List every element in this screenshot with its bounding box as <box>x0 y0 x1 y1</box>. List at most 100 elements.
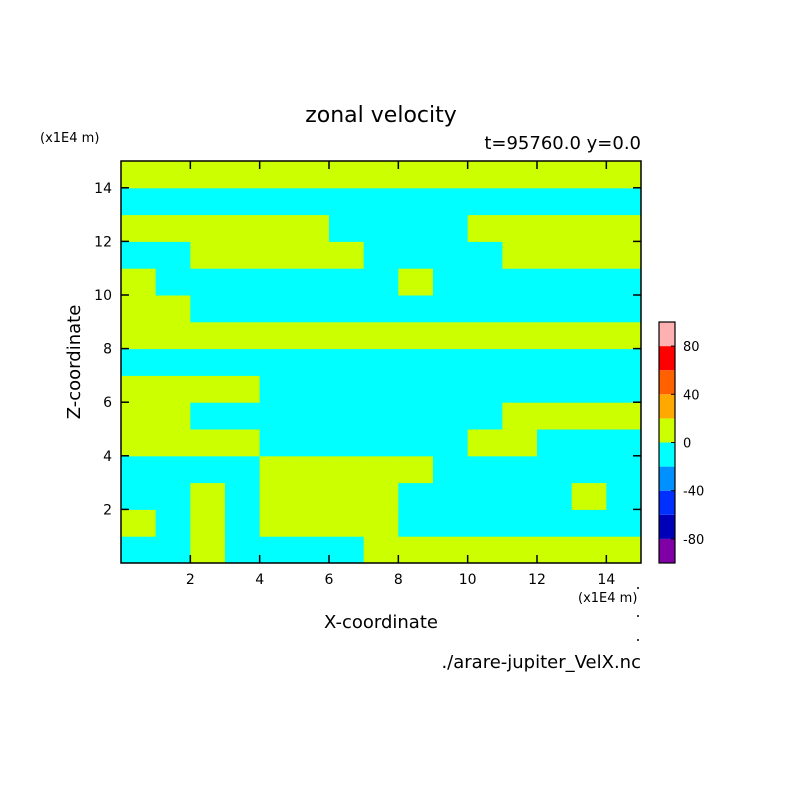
contour-cell <box>225 375 261 403</box>
contour-cell <box>502 509 538 537</box>
contour-cell <box>121 375 157 403</box>
contour-cell <box>155 375 191 403</box>
x-tick-label: 2 <box>186 572 195 588</box>
contour-cell <box>259 509 295 537</box>
contour-cell <box>502 455 538 484</box>
contour-cell <box>363 161 399 189</box>
contour-cell <box>537 402 573 430</box>
contour-cell <box>606 536 642 564</box>
contour-cell <box>537 321 573 350</box>
contour-cell <box>467 455 503 484</box>
contour-cell <box>467 375 503 403</box>
contour-cell <box>155 482 191 510</box>
contour-cell <box>259 429 295 457</box>
contour-cell <box>398 375 434 403</box>
contour-cell <box>155 241 191 269</box>
contour-cell <box>467 429 503 457</box>
colorbar-tick-label: -80 <box>683 533 704 548</box>
contour-cell <box>190 482 226 510</box>
contour-cell <box>467 268 503 296</box>
contour-cell <box>398 402 434 430</box>
contour-cell <box>155 455 191 484</box>
contour-cell <box>329 241 365 269</box>
contour-cell <box>502 295 538 323</box>
contour-cell <box>190 268 226 296</box>
contour-cell <box>155 536 191 564</box>
contour-cell <box>606 482 642 510</box>
contour-cell <box>467 295 503 323</box>
contour-cell <box>363 482 399 510</box>
contour-cell <box>225 348 261 376</box>
colorbar-tick-label: 40 <box>683 388 700 403</box>
colorbar-segment <box>659 394 675 419</box>
contour-cell <box>571 375 607 403</box>
contour-cell <box>329 187 365 216</box>
y-tick-label: 8 <box>103 342 112 358</box>
contour-cell <box>329 536 365 564</box>
chart-title: zonal velocity <box>305 103 457 128</box>
contour-cell <box>190 241 226 269</box>
colorbar-segment <box>659 322 675 347</box>
contour-cell <box>329 295 365 323</box>
contour-cell <box>121 187 157 216</box>
contour-cell <box>259 482 295 510</box>
contour-cell <box>155 295 191 323</box>
x-tick-label: 4 <box>255 572 264 588</box>
colorbar-segment <box>659 514 675 539</box>
y-axis-label: Z-coordinate <box>64 305 85 420</box>
contour-cell <box>502 536 538 564</box>
contour-cell <box>329 509 365 537</box>
contour-cell <box>433 402 469 430</box>
contour-cell <box>467 348 503 376</box>
contour-cell <box>329 214 365 242</box>
contour-cell <box>329 161 365 189</box>
contour-cell <box>433 241 469 269</box>
contour-cell <box>225 482 261 510</box>
contour-cell <box>467 482 503 510</box>
contour-cell <box>190 348 226 376</box>
colorbar-tick-label: 0 <box>683 437 691 452</box>
contour-cell <box>121 321 157 350</box>
contour-cell <box>537 295 573 323</box>
contour-cell <box>363 241 399 269</box>
contour-cell <box>363 375 399 403</box>
contour-cell <box>294 321 330 350</box>
contour-cell <box>433 455 469 484</box>
colorbar-segment <box>659 418 675 443</box>
contour-cell <box>121 295 157 323</box>
contour-cell <box>606 241 642 269</box>
contour-cell <box>190 295 226 323</box>
contour-cell <box>225 321 261 350</box>
colorbar-segment <box>659 538 675 563</box>
contour-cell <box>259 536 295 564</box>
contour-cell <box>398 268 434 296</box>
contour-cell <box>329 455 365 484</box>
colorbar: -80 -40 0 40 80 <box>658 321 704 564</box>
contour-cell <box>155 402 191 430</box>
y-tick-label: 12 <box>94 234 112 250</box>
contour-cell <box>537 482 573 510</box>
contour-cell <box>502 161 538 189</box>
contour-cell <box>606 402 642 430</box>
contour-cell <box>225 295 261 323</box>
plot-area <box>121 161 642 564</box>
contour-cell <box>398 321 434 350</box>
contour-cell <box>363 402 399 430</box>
contour-cell <box>398 187 434 216</box>
contour-cell <box>294 536 330 564</box>
contour-cell <box>571 429 607 457</box>
x-tick-label: 12 <box>528 572 546 588</box>
y-tick-label: 14 <box>94 181 112 197</box>
contour-cell <box>190 455 226 484</box>
contour-cell <box>225 214 261 242</box>
contour-cell <box>606 268 642 296</box>
y-unit: (x1E4 m) <box>40 131 99 146</box>
contour-cell <box>398 509 434 537</box>
contour-cell <box>537 429 573 457</box>
y-tick-label: 4 <box>103 449 112 465</box>
contour-cell <box>155 161 191 189</box>
contour-cell <box>398 348 434 376</box>
contour-cell <box>225 509 261 537</box>
